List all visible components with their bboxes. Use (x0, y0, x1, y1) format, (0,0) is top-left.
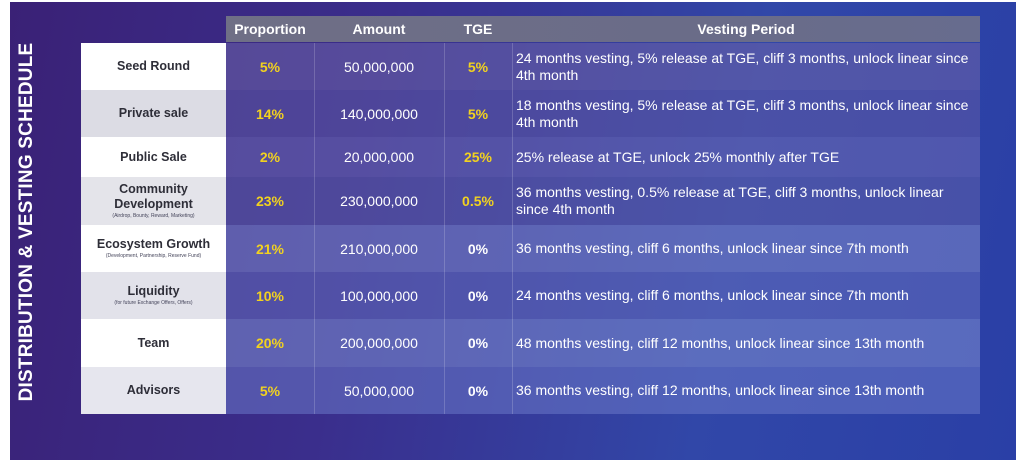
column-divider (444, 177, 445, 225)
proportion-cell: 14% (255, 105, 285, 122)
tge-cell: 0% (467, 287, 489, 304)
column-divider (512, 43, 513, 90)
tge-cell: 0% (467, 382, 489, 399)
proportion-cell: 5% (259, 58, 281, 75)
amount-cell: 50,000,000 (343, 382, 415, 399)
row-data: 5% 50,000,000 0% 36 months vesting, cliff 1… (226, 367, 980, 414)
vesting-period-cell: 25% release at TGE, unlock 25% monthly a… (516, 148, 840, 165)
vesting-period-cell: 48 months vesting, cliff 12 months, unlo… (516, 334, 925, 351)
column-divider (314, 367, 315, 414)
row-sublabel: (for future Exchange Offers, Offers) (114, 300, 193, 306)
page-title: DISTRIBUTION & VESTING SCHEDULE (16, 42, 37, 402)
table-row: Team 20% 200,000,000 0% 48 months vesting, c… (81, 319, 980, 367)
tge-cell: 25% (463, 149, 493, 165)
row-label: Team (137, 335, 170, 350)
row-sublabel: (Development, Partnership, Reserve Fund) (105, 253, 202, 259)
header-vesting-period: Vesting Period (697, 21, 795, 37)
row-label-cell: Advisors (81, 367, 226, 414)
table-row: Public Sale 2% 20,000,000 25% 25% release at… (81, 137, 980, 177)
tge-cell: 5% (467, 58, 489, 75)
row-label-cell: Seed Round (81, 43, 226, 90)
row-data: 2% 20,000,000 25% 25% release at TGE, unloc… (226, 137, 980, 177)
column-divider (314, 43, 315, 90)
proportion-cell: 21% (255, 240, 285, 257)
row-label-cell: Public Sale (81, 137, 226, 177)
proportion-cell: 10% (255, 287, 285, 304)
row-label: Liquidity (127, 284, 180, 298)
proportion-cell: 20% (255, 335, 285, 351)
column-divider (314, 225, 315, 272)
table-row: Advisors 5% 50,000,000 0% 36 months vesting,… (81, 367, 980, 414)
row-label-cell: Team (81, 319, 226, 367)
tge-cell: 5% (467, 105, 489, 122)
column-divider (444, 90, 445, 137)
vesting-period-cell: 24 months vesting, cliff 6 months, unloc… (516, 287, 909, 303)
tge-cell: 0.5% (462, 193, 494, 209)
column-divider (512, 90, 513, 137)
vesting-period-cell: 24 months vesting, 5% release at TGE, cl… (516, 49, 969, 83)
table-row: Private sale 14% 140,000,000 5% 18 months ve… (81, 90, 980, 137)
amount-cell: 200,000,000 (340, 335, 418, 351)
tge-cell: 0% (467, 335, 489, 351)
column-divider (314, 177, 315, 225)
column-divider (512, 137, 513, 177)
column-divider (314, 272, 315, 319)
row-label-cell: Community Development (Airdrop, Bounty, R… (81, 177, 226, 225)
column-divider (512, 367, 513, 414)
table-row: Ecosystem Growth (Development, Partnershi… (81, 225, 980, 272)
row-data: 14% 140,000,000 5% 18 months vesting, 5% re… (226, 90, 980, 137)
amount-cell: 20,000,000 (343, 149, 415, 165)
amount-cell: 100,000,000 (340, 287, 418, 304)
table-row: Seed Round 5% 50,000,000 5% 24 months vestin… (81, 43, 980, 90)
vesting-period-cell: 36 months vesting, cliff 12 months, unlo… (516, 382, 925, 398)
amount-cell: 230,000,000 (340, 193, 418, 209)
row-label: Public Sale (120, 149, 187, 164)
column-divider (512, 272, 513, 319)
vesting-period-cell: 36 months vesting, cliff 6 months, unloc… (516, 240, 909, 256)
amount-cell: 50,000,000 (343, 58, 415, 75)
column-divider (444, 137, 445, 177)
row-data: 5% 50,000,000 5% 24 months vesting, 5% rele… (226, 43, 980, 90)
column-divider (314, 137, 315, 177)
row-sublabel: (Airdrop, Bounty, Reward, Marketing) (112, 213, 195, 219)
column-divider (512, 319, 513, 367)
column-divider (444, 367, 445, 414)
column-divider (314, 90, 315, 137)
row-data: 20% 200,000,000 0% 48 months vesting, cliff… (226, 319, 980, 367)
row-label: Advisors (126, 383, 181, 397)
header-amount: Amount (352, 21, 406, 37)
column-divider (314, 319, 315, 367)
table-row: Community Development (Airdrop, Bounty, R… (81, 177, 980, 225)
row-data: 23% 230,000,000 0.5% 36 months vesting, 0.5… (226, 177, 980, 225)
amount-cell: 140,000,000 (340, 105, 418, 122)
table-row: Liquidity (for future Exchange Offers, Of… (81, 272, 980, 319)
row-label-cell: Ecosystem Growth (Development, Partnershi… (81, 225, 226, 272)
header-proportion: Proportion (234, 21, 306, 37)
row-data: 21% 210,000,000 0% 36 months vesting, cliff… (226, 225, 980, 272)
row-data: 10% 100,000,000 0% 24 months vesting, cliff… (226, 272, 980, 319)
header-tge: TGE (463, 21, 493, 37)
column-divider (444, 43, 445, 90)
proportion-cell: 2% (259, 149, 281, 165)
proportion-cell: 23% (255, 193, 285, 209)
column-divider (444, 225, 445, 272)
row-label: Private sale (118, 106, 189, 120)
column-divider (444, 319, 445, 367)
vesting-period-cell: 18 months vesting, 5% release at TGE, cl… (516, 96, 969, 130)
amount-cell: 210,000,000 (340, 240, 418, 257)
row-label: Seed Round (117, 59, 190, 73)
column-divider (512, 177, 513, 225)
column-divider (444, 272, 445, 319)
tge-cell: 0% (467, 240, 489, 257)
vesting-period-cell: 36 months vesting, 0.5% release at TGE, … (516, 184, 944, 217)
row-label-cell: Private sale (81, 90, 226, 137)
row-label-cell: Liquidity (for future Exchange Offers, Of… (81, 272, 226, 319)
row-label: Community Development (114, 182, 193, 211)
row-label: Ecosystem Growth (96, 237, 211, 251)
column-divider (512, 225, 513, 272)
table-header: Proportion Amount TGE Vesting Period (226, 16, 980, 42)
proportion-cell: 5% (259, 382, 281, 399)
